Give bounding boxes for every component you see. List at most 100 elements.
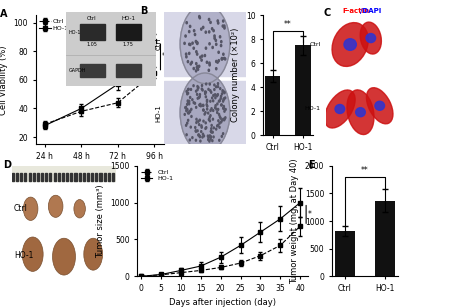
Circle shape xyxy=(217,125,218,127)
Circle shape xyxy=(198,134,199,136)
Circle shape xyxy=(195,130,196,132)
Circle shape xyxy=(189,43,190,45)
Circle shape xyxy=(190,25,191,27)
Circle shape xyxy=(194,103,196,104)
Circle shape xyxy=(209,18,210,21)
Circle shape xyxy=(205,93,206,95)
Circle shape xyxy=(197,93,198,95)
Circle shape xyxy=(186,109,187,111)
Bar xyxy=(74,173,76,181)
Bar xyxy=(49,173,52,181)
Bar xyxy=(80,24,105,40)
Text: /DAPI: /DAPI xyxy=(360,8,381,14)
Circle shape xyxy=(208,69,210,71)
Ellipse shape xyxy=(360,22,382,54)
Circle shape xyxy=(210,136,211,138)
Bar xyxy=(66,173,68,181)
Circle shape xyxy=(188,119,189,121)
Text: A: A xyxy=(0,9,7,19)
Circle shape xyxy=(344,39,356,50)
Bar xyxy=(12,166,116,181)
Circle shape xyxy=(197,68,199,70)
Circle shape xyxy=(221,93,223,95)
Ellipse shape xyxy=(332,23,368,66)
Circle shape xyxy=(207,99,208,101)
Circle shape xyxy=(218,124,219,126)
Circle shape xyxy=(218,60,219,62)
Text: HO-1: HO-1 xyxy=(14,251,33,260)
Circle shape xyxy=(197,97,198,99)
Circle shape xyxy=(185,35,186,37)
Y-axis label: Tumor size (mm³): Tumor size (mm³) xyxy=(96,184,105,258)
Circle shape xyxy=(221,104,222,106)
Circle shape xyxy=(218,22,219,24)
Circle shape xyxy=(188,101,189,103)
Circle shape xyxy=(210,115,211,117)
Circle shape xyxy=(188,88,189,90)
Circle shape xyxy=(195,41,197,43)
Circle shape xyxy=(202,105,204,107)
Circle shape xyxy=(187,100,188,102)
Circle shape xyxy=(195,126,196,128)
Circle shape xyxy=(223,118,224,120)
Circle shape xyxy=(224,92,225,94)
Circle shape xyxy=(206,83,207,85)
Ellipse shape xyxy=(366,88,393,124)
Text: C: C xyxy=(323,8,330,18)
Circle shape xyxy=(207,100,208,103)
Bar xyxy=(20,173,22,181)
Circle shape xyxy=(191,108,192,110)
Circle shape xyxy=(216,86,217,88)
Circle shape xyxy=(204,113,205,115)
Circle shape xyxy=(209,64,210,66)
Circle shape xyxy=(213,136,214,138)
Circle shape xyxy=(208,136,209,138)
Circle shape xyxy=(195,70,197,72)
Circle shape xyxy=(224,27,225,29)
Circle shape xyxy=(198,134,200,136)
Circle shape xyxy=(200,56,201,58)
Y-axis label: Tumor weight (mg, at Day 40): Tumor weight (mg, at Day 40) xyxy=(290,158,299,284)
Circle shape xyxy=(225,97,226,99)
Circle shape xyxy=(193,68,194,70)
Circle shape xyxy=(199,124,200,126)
Text: Ctrl: Ctrl xyxy=(87,16,97,21)
Circle shape xyxy=(223,107,224,109)
Text: HO-1: HO-1 xyxy=(305,107,320,111)
Circle shape xyxy=(218,83,219,84)
Circle shape xyxy=(212,46,213,49)
Circle shape xyxy=(196,51,197,53)
Circle shape xyxy=(225,58,226,60)
Circle shape xyxy=(210,21,211,23)
Circle shape xyxy=(201,125,202,127)
Circle shape xyxy=(210,130,211,132)
Circle shape xyxy=(211,131,212,133)
Circle shape xyxy=(217,111,218,113)
Circle shape xyxy=(197,42,198,44)
Circle shape xyxy=(206,104,207,106)
Circle shape xyxy=(221,104,222,106)
Circle shape xyxy=(205,112,206,114)
Circle shape xyxy=(186,56,187,58)
Circle shape xyxy=(220,45,222,47)
Circle shape xyxy=(199,119,201,121)
Ellipse shape xyxy=(48,195,63,217)
Circle shape xyxy=(193,47,194,49)
Circle shape xyxy=(199,15,200,17)
Circle shape xyxy=(356,108,365,117)
Circle shape xyxy=(199,104,201,106)
Circle shape xyxy=(187,93,188,95)
Bar xyxy=(91,173,93,181)
Bar xyxy=(335,231,355,276)
Bar xyxy=(45,173,47,181)
Circle shape xyxy=(213,110,214,111)
Bar xyxy=(41,173,43,181)
Circle shape xyxy=(187,92,189,94)
X-axis label: Days after injection (day): Days after injection (day) xyxy=(169,298,276,307)
Circle shape xyxy=(186,124,187,126)
Circle shape xyxy=(196,66,198,68)
Circle shape xyxy=(190,63,191,65)
Circle shape xyxy=(193,30,195,32)
Circle shape xyxy=(199,17,201,19)
Circle shape xyxy=(216,68,217,70)
